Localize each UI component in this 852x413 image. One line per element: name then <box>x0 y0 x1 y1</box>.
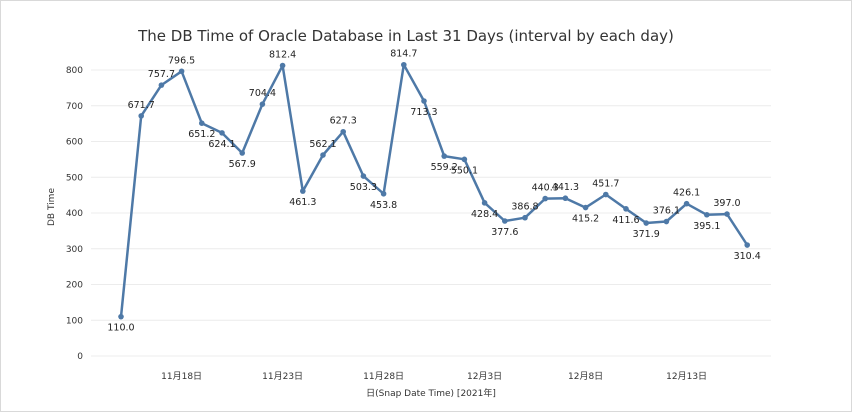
data-label: 812.4 <box>269 50 296 61</box>
x-tick-label: 11月18日 <box>161 371 202 382</box>
data-label: 310.4 <box>734 251 761 262</box>
series-line <box>119 63 749 317</box>
data-point[interactable] <box>461 156 468 163</box>
data-point[interactable] <box>744 242 750 248</box>
data-label: 377.6 <box>491 227 518 238</box>
data-point[interactable] <box>259 101 266 107</box>
data-point[interactable] <box>401 61 407 68</box>
data-label: 451.7 <box>592 179 619 190</box>
data-label: 371.9 <box>633 229 660 240</box>
data-point[interactable] <box>603 191 609 198</box>
data-label: 386.8 <box>511 202 538 213</box>
data-point[interactable] <box>118 313 124 320</box>
data-label: 461.3 <box>289 197 316 208</box>
x-axis-label: 日(Snap Date Time) [2021年] <box>366 387 496 399</box>
data-point[interactable] <box>481 200 488 206</box>
data-label: 395.1 <box>693 221 720 232</box>
data-label: 503.3 <box>350 182 377 193</box>
data-label: 411.6 <box>612 215 639 226</box>
data-label: 428.4 <box>471 209 498 220</box>
y-axis-ticks: 0 100 200 300 400 500 600 700 800 <box>66 66 83 362</box>
y-tick-label: 0 <box>77 352 83 362</box>
y-tick-label: 100 <box>66 316 83 326</box>
data-point[interactable] <box>724 211 730 217</box>
data-label: 415.2 <box>572 214 599 225</box>
data-point[interactable] <box>219 130 225 136</box>
data-point[interactable] <box>623 206 629 212</box>
data-point[interactable] <box>562 195 569 202</box>
data-label: 796.5 <box>168 55 195 66</box>
x-tick-label: 11月23日 <box>262 371 303 382</box>
data-point[interactable] <box>502 218 508 224</box>
x-tick-label: 12月3日 <box>467 371 502 382</box>
data-point[interactable] <box>663 218 670 225</box>
data-label: 453.8 <box>370 200 397 211</box>
data-point[interactable] <box>421 98 427 104</box>
data-label: 757.7 <box>148 69 175 80</box>
data-point[interactable] <box>340 128 347 135</box>
data-label: 440.3 <box>532 183 559 194</box>
data-point[interactable] <box>522 214 528 221</box>
chart-title: The DB Time of Oracle Database in Last 3… <box>137 27 674 45</box>
y-tick-label: 600 <box>66 138 83 148</box>
data-label: 397.0 <box>713 198 740 209</box>
data-label: 562.1 <box>309 139 336 150</box>
data-point[interactable] <box>320 152 326 158</box>
data-point[interactable] <box>380 190 387 197</box>
data-label: 713.3 <box>410 107 437 118</box>
data-point[interactable] <box>360 173 367 179</box>
x-axis-ticks: 11月18日 11月23日 11月28日 12月3日 12月8日 12月13日 <box>161 371 707 382</box>
data-point[interactable] <box>199 120 205 126</box>
y-axis-label: DB Time <box>47 188 57 226</box>
y-tick-label: 400 <box>66 209 83 219</box>
data-label: 559.2 <box>431 162 458 173</box>
data-label: 624.1 <box>208 139 235 150</box>
data-label: 376.1 <box>653 206 680 217</box>
x-tick-label: 12月13日 <box>666 371 707 382</box>
data-label: 441.3 <box>552 182 579 193</box>
data-point[interactable] <box>582 204 589 211</box>
data-point[interactable] <box>441 153 448 159</box>
y-tick-label: 200 <box>66 281 83 291</box>
data-point[interactable] <box>279 62 286 69</box>
data-point[interactable] <box>683 200 690 207</box>
data-point[interactable] <box>239 150 245 156</box>
data-label: 426.1 <box>673 188 700 199</box>
x-tick-label: 12月8日 <box>568 371 603 382</box>
data-point[interactable] <box>704 211 710 218</box>
y-tick-label: 500 <box>66 173 83 183</box>
data-label: 567.9 <box>229 159 256 170</box>
data-points <box>118 61 750 320</box>
data-label: 704.4 <box>249 88 276 99</box>
y-tick-label: 300 <box>66 245 83 255</box>
data-label: 814.7 <box>390 49 417 60</box>
data-point[interactable] <box>138 113 144 119</box>
data-point[interactable] <box>300 188 306 194</box>
data-label: 110.0 <box>107 323 134 334</box>
data-point[interactable] <box>158 82 165 88</box>
data-label: 627.3 <box>330 116 357 127</box>
data-label: 550.1 <box>451 165 478 176</box>
data-point[interactable] <box>178 68 185 75</box>
data-label: 651.2 <box>188 129 215 140</box>
y-tick-label: 800 <box>66 66 83 76</box>
y-tick-label: 700 <box>66 102 83 112</box>
x-tick-label: 11月28日 <box>363 371 404 382</box>
data-point[interactable] <box>542 195 548 202</box>
grid-lines <box>91 69 771 357</box>
data-point[interactable] <box>643 220 649 226</box>
data-label: 671.7 <box>128 100 155 111</box>
